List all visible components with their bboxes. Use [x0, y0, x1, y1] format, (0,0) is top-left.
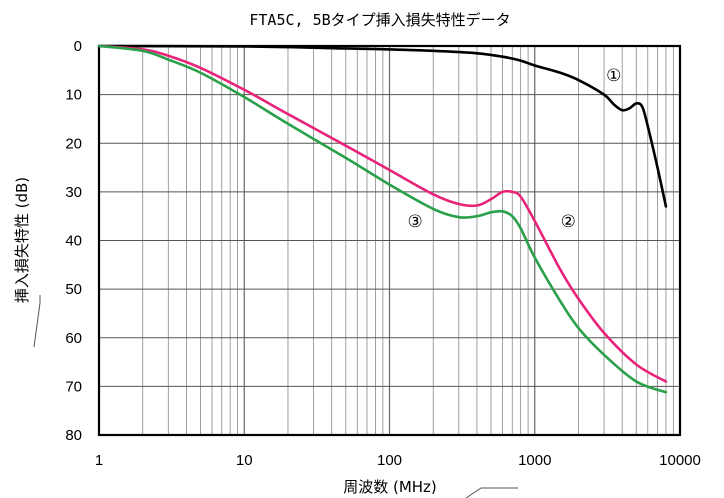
x-axis-label-bracket: [465, 487, 518, 498]
series-marker-1: ①: [606, 66, 621, 86]
x-tick-label: 1: [95, 452, 103, 469]
series-line-3: [97, 44, 668, 394]
y-axis-label: 挿入損失特性 (dB): [13, 177, 31, 303]
series-markers: ① ② ③: [407, 66, 621, 232]
y-tick-label: 80: [65, 427, 82, 444]
y-tick-label: 10: [65, 87, 82, 104]
series-line-2: [97, 44, 668, 383]
x-axis-label: 周波数 (MHz): [343, 478, 437, 496]
plot-frame: [97, 44, 682, 437]
y-tick-label: 20: [65, 135, 82, 152]
series-group: [97, 44, 668, 394]
tick-labels: 1 10 100 1000 10000 0 10 20 30 40 50 60 70 80: [65, 38, 701, 469]
x-tick-label: 10: [236, 452, 253, 469]
y-tick-label: 50: [65, 281, 82, 298]
series-marker-3: ③: [407, 212, 422, 232]
y-tick-label: 40: [65, 233, 82, 250]
x-tick-label: 1000: [518, 452, 551, 469]
grid: [99, 46, 680, 435]
series-line-1: [97, 44, 668, 208]
series-marker-2: ②: [561, 212, 576, 232]
y-tick-label: 0: [74, 38, 82, 55]
y-axis-label-bracket: [33, 295, 41, 348]
y-tick-label: 70: [65, 378, 82, 395]
chart-title: FTA5C, 5Bタイプ挿入損失特性データ: [249, 11, 510, 29]
y-tick-label: 60: [65, 330, 82, 347]
x-tick-label: 10000: [659, 452, 701, 469]
y-tick-label: 30: [65, 184, 82, 201]
x-tick-label: 100: [377, 452, 402, 469]
